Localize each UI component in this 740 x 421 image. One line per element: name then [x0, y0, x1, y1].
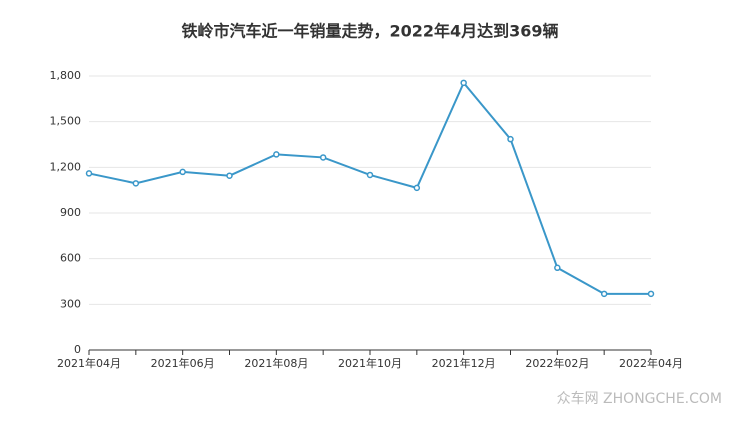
point — [460, 79, 467, 87]
point — [554, 264, 561, 272]
y-tick-label: 1,500 — [50, 115, 82, 128]
line — [88, 80, 651, 295]
point — [507, 135, 514, 143]
y-tick-label: 1,200 — [50, 160, 82, 173]
x-tick-label: 2021年08月 — [244, 356, 308, 370]
point — [413, 184, 421, 192]
point — [85, 170, 93, 177]
point — [647, 290, 655, 298]
x-tick-label: 2021年10月 — [338, 356, 402, 370]
point — [600, 290, 608, 298]
y-tick-label: 0 — [74, 343, 81, 356]
x-tick-label: 2022年04月 — [619, 356, 683, 370]
y-tick-label: 900 — [60, 206, 81, 219]
point — [179, 168, 186, 176]
x-tick-label: 2021年04月 — [57, 356, 121, 370]
point — [366, 171, 374, 179]
point — [132, 180, 140, 187]
x-tick-label: 2021年12月 — [432, 356, 496, 370]
point — [273, 151, 280, 158]
x-tick-label: 2021年06月 — [151, 356, 215, 370]
point — [226, 172, 233, 179]
watermark: 众车网 ZHONGCHE.COM — [557, 390, 722, 407]
y-tick-label: 1,800 — [50, 69, 82, 82]
y-tick-label: 600 — [60, 252, 81, 265]
point — [319, 154, 327, 161]
y-tick-label: 300 — [60, 297, 81, 310]
chart-title: 铁岭市汽车近一年销量走势，2022年4月达到369辆 — [181, 22, 558, 41]
x-tick-label: 2022年02月 — [525, 356, 589, 370]
